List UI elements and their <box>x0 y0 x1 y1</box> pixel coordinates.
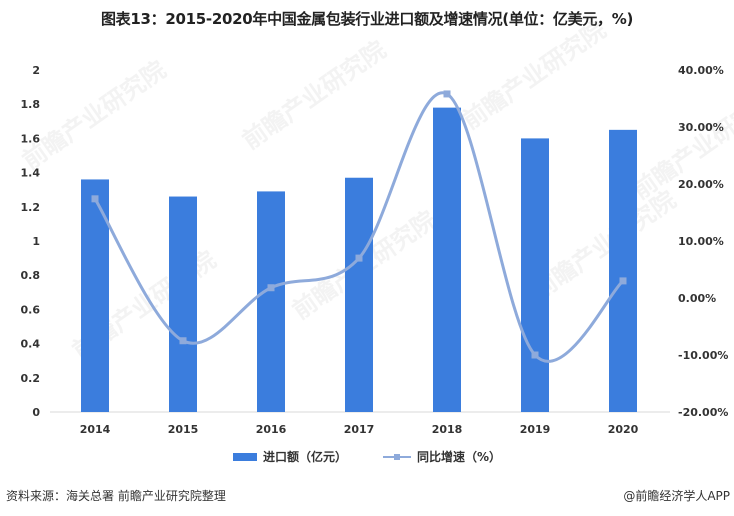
legend-label-growth-rate: 同比增速（%） <box>416 450 502 464</box>
legend-item-growth-rate: 同比增速（%） <box>382 448 502 465</box>
x-axis-tick: 2016 <box>256 423 287 436</box>
left-axis-tick: 0.6 <box>21 303 41 316</box>
left-axis-tick: 1.8 <box>21 98 41 111</box>
bar-2017 <box>345 177 373 412</box>
left-axis-tick: 1 <box>32 235 40 248</box>
x-axis-tick: 2014 <box>80 423 111 436</box>
legend-label-import-value: 进口额（亿元） <box>262 450 347 464</box>
line-marker-2018 <box>443 90 451 98</box>
x-axis-tick: 2015 <box>168 423 199 436</box>
line-marker-swatch-icon <box>382 452 411 462</box>
right-axis-tick: 0.00% <box>678 292 716 305</box>
right-axis-tick: -10.00% <box>678 349 728 362</box>
x-axis: 2014 2015 2016 2017 2018 2019 2020 <box>80 423 639 436</box>
bar-swatch-icon <box>232 452 257 461</box>
watermark-text: 前瞻产业研究院 <box>527 186 681 305</box>
bar-series <box>81 107 637 413</box>
bar-2018 <box>433 107 461 413</box>
right-axis-tick: 40.00% <box>678 64 724 77</box>
watermark-text: 前瞻产业研究院 <box>457 16 611 135</box>
left-axis: 0 0.2 0.4 0.6 0.8 1 1.2 1.4 1.6 1.8 2 <box>21 64 41 419</box>
left-axis-tick: 0.2 <box>21 372 41 385</box>
left-axis-tick: 0.4 <box>21 338 41 351</box>
bar-2016 <box>257 191 285 412</box>
bar-2020 <box>609 129 637 412</box>
line-series <box>91 90 627 363</box>
credit-note: @前瞻经济学人APP <box>623 489 730 503</box>
left-axis-tick: 2 <box>32 64 40 77</box>
left-axis-tick: 0.8 <box>21 269 41 282</box>
left-axis-tick: 1.4 <box>21 167 41 180</box>
line-marker-2015 <box>179 337 187 345</box>
source-note: 资料来源：海关总署 前瞻产业研究院整理 <box>6 489 226 503</box>
right-axis-tick: 20.00% <box>678 178 724 191</box>
line-marker-2016 <box>267 284 275 292</box>
legend: 进口额（亿元） 同比增速（%） <box>0 448 734 465</box>
line-marker-2017 <box>355 254 363 262</box>
line-marker-2020 <box>619 277 627 285</box>
right-axis-tick: 10.00% <box>678 235 724 248</box>
watermark-text: 前瞻产业研究院 <box>17 56 171 175</box>
line-marker-2019 <box>531 351 539 359</box>
left-axis-tick: 1.6 <box>21 132 41 145</box>
legend-item-import-value: 进口额（亿元） <box>232 448 347 465</box>
right-axis: -20.00% -10.00% 0.00% 10.00% 20.00% 30.00% 40.… <box>678 64 728 419</box>
x-axis-tick: 2017 <box>344 423 375 436</box>
x-axis-tick: 2019 <box>520 423 551 436</box>
line-marker-2014 <box>91 195 99 203</box>
watermark-text: 前瞻产业研究院 <box>237 36 391 155</box>
left-axis-tick: 0 <box>32 406 40 419</box>
right-axis-tick: -20.00% <box>678 406 728 419</box>
chart-title: 图表13：2015-2020年中国金属包装行业进口额及增速情况(单位：亿美元，%… <box>100 10 634 28</box>
x-axis-tick: 2020 <box>608 423 639 436</box>
bar-2019 <box>521 138 549 412</box>
x-axis-tick: 2018 <box>432 423 463 436</box>
bar-2015 <box>169 196 197 412</box>
right-axis-tick: 30.00% <box>678 121 724 134</box>
left-axis-tick: 1.2 <box>21 201 41 214</box>
